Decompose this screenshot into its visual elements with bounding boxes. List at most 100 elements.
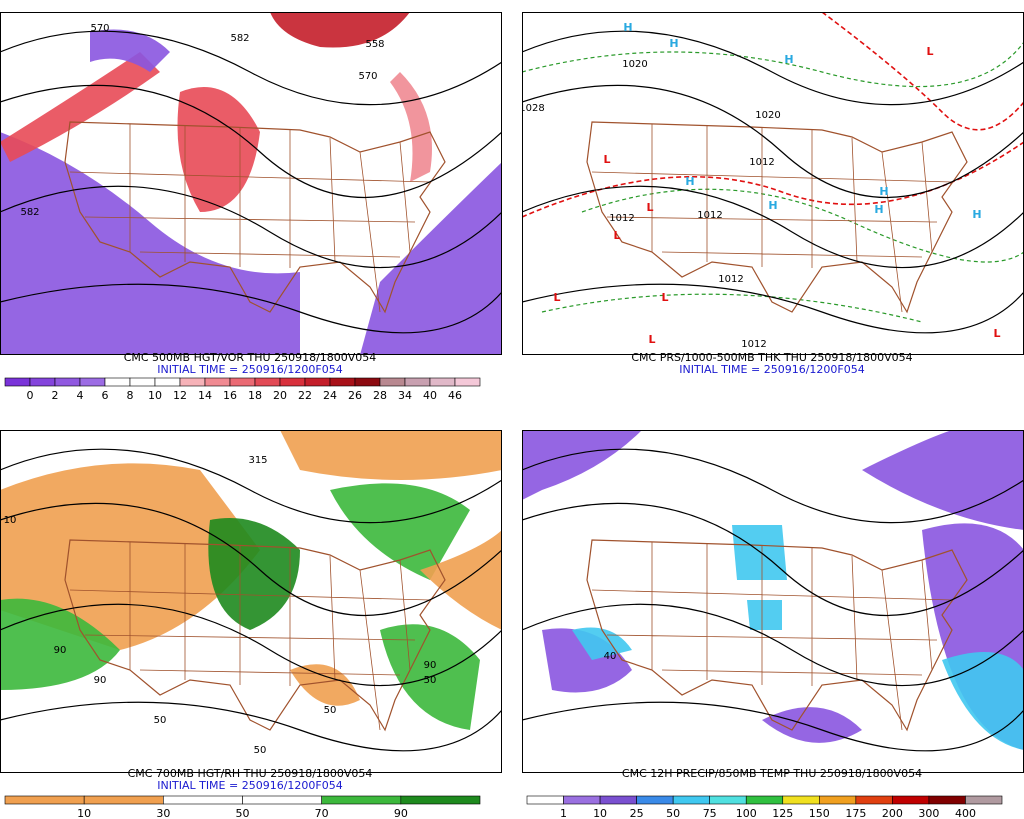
height-contour [522,185,1024,269]
thickness-contour [541,293,923,323]
colorbar-label: 20 [273,389,287,402]
colorbar-label: 10 [77,807,91,819]
colorbar-swatch [83,795,164,805]
colorbar-label: 50 [666,807,680,819]
map-label: L [603,153,610,166]
map-label: 90 [54,645,67,656]
colorbar-label: 300 [918,807,939,819]
map-label: 582 [230,33,249,44]
colorbar-label: 10 [593,807,607,819]
map: 315 90 90 50 50 50 10 90 50 [0,430,502,773]
colorbar-swatch [599,795,637,805]
colorbar-label: 28 [373,389,387,402]
field-shading [0,598,120,690]
colorbar-swatch [29,377,56,387]
map-label: H [874,203,883,216]
map-label: H [768,199,777,212]
colorbar-label: 18 [248,389,262,402]
colorbar-label: 200 [882,807,903,819]
colorbar-swatch [254,377,281,387]
height-contour [522,84,1024,199]
colorbar-swatch [526,795,564,805]
colorbar-swatch [965,795,1003,805]
colorbar-swatch [129,377,156,387]
colorbar-swatch [429,377,456,387]
colorbar-swatch [4,377,31,387]
height-contour [0,283,502,334]
colorbar-swatch [279,377,306,387]
colorbar-label: 8 [127,389,134,402]
colorbar-swatch [104,377,131,387]
map-panel: 570 582 558 570 582 CMC 500MB HGT/VOR THU 250… [0,12,502,402]
colorbar-label: 40 [423,389,437,402]
map-label: H [972,208,981,221]
colorbar-label: 2 [52,389,59,402]
map-label: 1012 [609,213,634,224]
colorbar-label: 1 [560,807,567,819]
height-contour [0,30,502,106]
map-label: 582 [20,207,39,218]
colorbar-swatch [892,795,930,805]
field-shading [732,525,787,580]
field-shading [390,72,432,182]
colorbar-label: 34 [398,389,412,402]
colorbar-swatch [672,795,710,805]
colorbar-label: 30 [156,807,170,819]
height-contour [522,30,1024,106]
height-contour [522,603,1024,687]
field-shading [90,29,170,72]
panel-title: CMC 12H PRECIP/850MB TEMP THU 250918/180… [622,767,922,780]
map-label: 1012 [741,339,766,350]
height-contour [522,502,1024,617]
height-contour [0,502,502,617]
state-borders [69,124,431,313]
field-shading [0,52,160,162]
panel-title: CMC PRS/1000-500MB THK THU 250918/1800V0… [631,351,912,364]
map-label: 1012 [718,274,743,285]
colorbar-label: 12 [173,389,187,402]
state-borders [591,542,953,731]
map-label: 558 [365,39,384,50]
colorbar-label: 150 [809,807,830,819]
country-border [64,121,446,314]
colorbar-swatch [928,795,966,805]
map-label: 570 [90,23,109,34]
colorbar-swatch [179,377,206,387]
map-panel: 40 CMC 12H PRECIP/850MB TEMP THU 250918/1… [522,430,1024,819]
field-shading [420,530,502,630]
map-label: H [669,37,678,50]
map-label: 1012 [749,157,774,168]
map-label: L [613,229,620,242]
colorbar-label: 75 [703,807,717,819]
panel-title: CMC 700MB HGT/RH THU 250918/1800V054 [128,767,373,780]
state-borders [591,124,953,313]
colorbar-swatch [229,377,256,387]
colorbar-label: 14 [198,389,212,402]
colorbar-label: 90 [394,807,408,819]
colorbar-label: 100 [736,807,757,819]
colorbar-swatch [709,795,747,805]
map-panel: 315 90 90 50 50 50 10 90 50 CMC 700MB HGT/RH THU … [0,430,502,819]
map-label: 50 [254,745,267,756]
height-contour [0,185,502,269]
field-shading [280,430,502,480]
colorbar-swatch [819,795,857,805]
map-label: 90 [424,660,437,671]
country-border [64,539,446,732]
colorbar-label: 10 [148,389,162,402]
field-shading [762,707,862,743]
map-label: L [553,291,560,304]
field-shading [208,518,300,630]
map-label: 1012 [697,210,722,221]
height-contour [522,701,1024,752]
colorbar-swatch [454,377,481,387]
thickness-contour [522,41,1024,88]
map-label: H [685,175,694,188]
field-shading [177,87,260,212]
colorbar-swatch [329,377,356,387]
colorbar-swatch [154,377,181,387]
colorbar-label: 175 [845,807,866,819]
map-label: H [623,21,632,34]
colorbar-swatch [242,795,322,805]
